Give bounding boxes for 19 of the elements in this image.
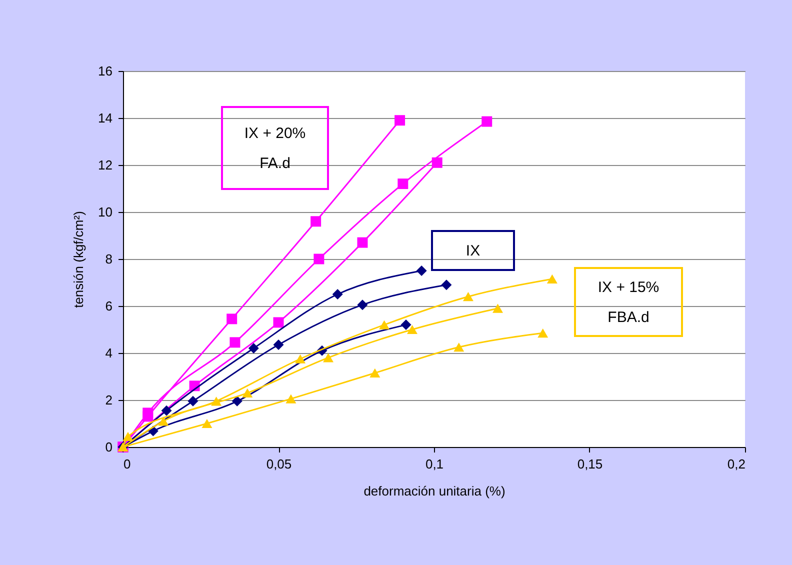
y-tick-label: 8 [105, 252, 112, 266]
x-tick-label: 0,05 [266, 456, 292, 472]
y-tick-label: 0 [105, 440, 112, 454]
y-tick-label: 10 [98, 204, 112, 220]
x-tick-label: 0,15 [577, 456, 603, 472]
y-tick-label: 6 [105, 298, 112, 314]
x-tick-label: 0 [124, 456, 131, 472]
y-tick-label: 16 [98, 64, 112, 78]
y-tick-label: 12 [98, 158, 112, 172]
x-tick-label: 0,1 [425, 456, 444, 472]
x-axis-title: deformación unitaria (%) [364, 484, 506, 498]
y-tick-label: 4 [105, 346, 112, 360]
annotation: IX [466, 242, 480, 260]
y-tick-label: 14 [98, 110, 112, 126]
x-tick-label: 0,2 [727, 456, 746, 472]
annotation: IX + 20% FA.d [244, 125, 306, 172]
y-tick-label: 2 [105, 392, 112, 408]
y-axis-title: tensión (kgf/cm²) [71, 211, 86, 308]
annotation: IX + 15% FBA.d [598, 279, 660, 326]
